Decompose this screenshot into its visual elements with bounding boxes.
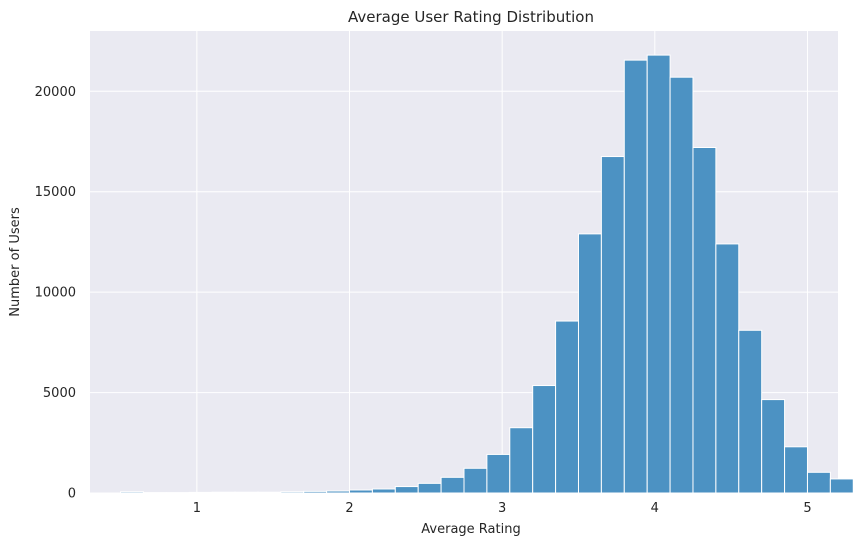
histogram-bar bbox=[394, 486, 419, 494]
histogram-bar bbox=[349, 489, 373, 494]
histogram-bar bbox=[829, 478, 854, 494]
histogram-bar bbox=[555, 320, 579, 494]
histogram-bar bbox=[532, 385, 557, 494]
y-tick-label: 0 bbox=[68, 487, 76, 502]
histogram-bar bbox=[646, 54, 671, 494]
histogram-bar bbox=[692, 147, 717, 494]
histogram-bar bbox=[486, 453, 511, 494]
histogram-bar bbox=[188, 491, 213, 494]
histogram-bar bbox=[669, 76, 694, 494]
y-tick-label: 10000 bbox=[35, 286, 76, 301]
x-tick-label: 1 bbox=[193, 501, 201, 516]
histogram-bar bbox=[463, 467, 488, 494]
histogram-bar bbox=[761, 399, 786, 494]
histogram-bar bbox=[257, 491, 282, 494]
y-axis-label: Number of Users bbox=[8, 207, 23, 317]
x-tick-label: 4 bbox=[651, 501, 659, 516]
histogram-bar bbox=[577, 233, 602, 494]
histogram-bar bbox=[738, 329, 763, 494]
histogram-bar bbox=[806, 471, 831, 494]
histogram-bars bbox=[120, 54, 854, 494]
histogram-bar bbox=[234, 491, 259, 494]
histogram-bar bbox=[120, 491, 144, 494]
y-tick-label: 20000 bbox=[35, 85, 76, 100]
y-tick-label: 15000 bbox=[35, 185, 76, 200]
x-tick-label: 5 bbox=[803, 501, 811, 516]
histogram-bar bbox=[440, 476, 465, 494]
histogram-bar bbox=[211, 491, 236, 494]
histogram-bar bbox=[784, 446, 808, 494]
histogram-bar bbox=[303, 490, 328, 494]
histogram-bar bbox=[509, 427, 534, 494]
histogram-bar bbox=[600, 156, 625, 494]
histogram-bar bbox=[371, 488, 396, 494]
histogram-bar bbox=[326, 490, 351, 494]
histogram-bar bbox=[715, 243, 740, 494]
x-tick-label: 3 bbox=[498, 501, 506, 516]
y-tick-label: 5000 bbox=[43, 386, 76, 401]
x-axis-label: Average Rating bbox=[421, 522, 520, 537]
x-tick-label: 2 bbox=[345, 501, 353, 516]
histogram-bar bbox=[623, 59, 648, 494]
histogram-bar bbox=[417, 482, 442, 494]
tick-labels: 1 2 3 4 5 0 5000 10000 15000 20000 bbox=[35, 85, 812, 516]
chart-title: Average User Rating Distribution bbox=[348, 8, 594, 26]
histogram-bar bbox=[280, 491, 305, 494]
